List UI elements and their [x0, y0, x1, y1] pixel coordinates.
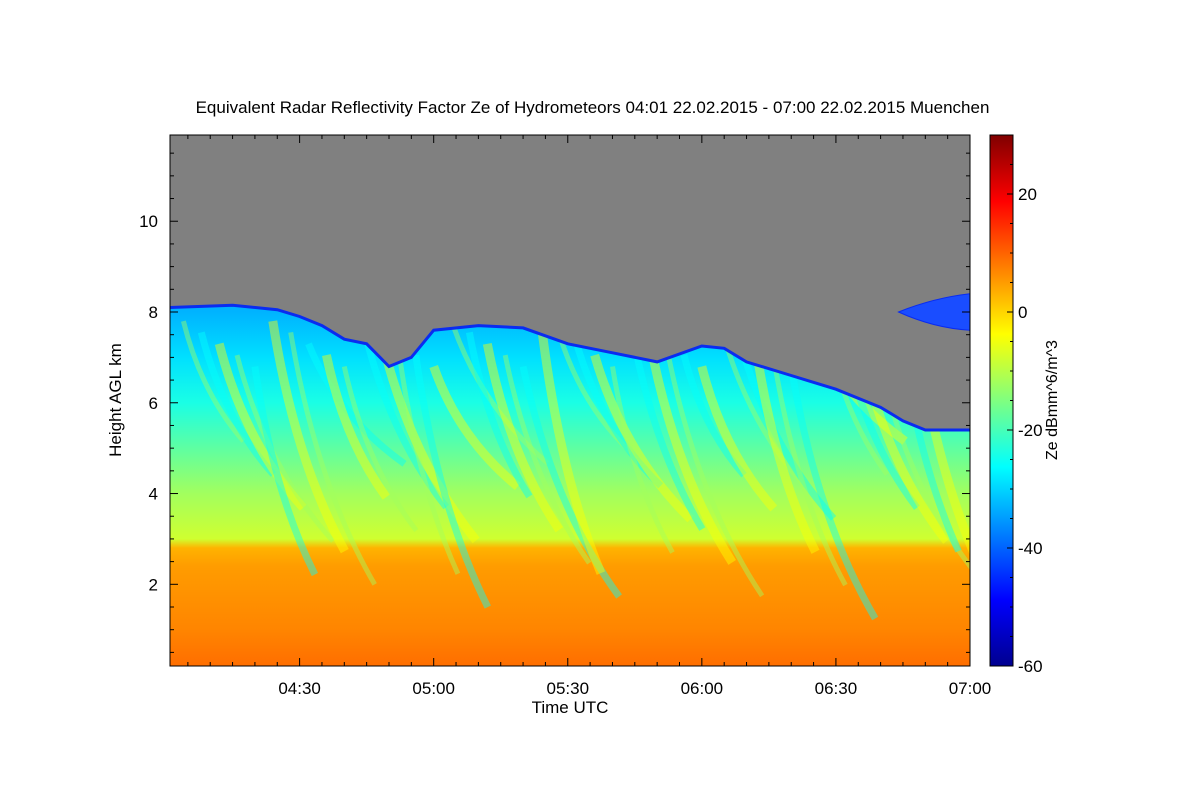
plot-frame	[169, 134, 971, 667]
fall-streak	[268, 320, 349, 554]
fall-streak	[751, 343, 820, 554]
echo-top-edge	[170, 303, 970, 432]
fall-streak	[449, 320, 550, 466]
x-tick-label: 07:00	[949, 679, 992, 698]
y-tick-label: 8	[149, 303, 158, 322]
fall-streak	[429, 365, 521, 490]
fall-streak	[214, 342, 307, 511]
fall-streak	[321, 354, 391, 500]
colorbar-tick-label: -40	[1018, 539, 1043, 558]
fall-streak	[556, 331, 633, 455]
colorbar-tick-label: 20	[1018, 185, 1037, 204]
fall-streak	[341, 365, 419, 533]
x-tick-label: 06:30	[815, 679, 858, 698]
fall-streak	[180, 320, 246, 443]
chart-title: Equivalent Radar Reflectivity Factor Ze …	[195, 98, 990, 117]
fall-streak	[643, 331, 736, 565]
fall-streak	[197, 331, 276, 477]
y-tick-label: 2	[149, 575, 158, 594]
y-tick-label: 6	[149, 394, 158, 413]
fall-streak	[770, 354, 848, 587]
fall-streak	[395, 343, 461, 575]
fall-streak	[590, 353, 694, 523]
axis-ticks: 04:30 05:00 05:30 06:00 06:30 07:00 2 4 6 8 10	[139, 135, 991, 698]
fall-streak	[482, 342, 564, 533]
colorbar-tick-label: 0	[1018, 303, 1027, 322]
fall-streak	[680, 354, 747, 478]
colorbar	[989, 134, 1014, 667]
fall-streak	[663, 343, 765, 598]
colorbar-tick-label: -20	[1018, 421, 1043, 440]
fall-streak	[787, 365, 879, 621]
fall-streak	[465, 331, 533, 499]
fall-streak	[536, 320, 606, 575]
fall-streak	[234, 354, 335, 543]
fall-streak	[519, 365, 622, 599]
y-tick-label: 4	[149, 485, 158, 504]
colorbar-ticks: -60 -40 -20 0 20	[1007, 134, 1043, 676]
x-tick-label: 06:00	[681, 679, 724, 698]
x-axis-label: Time UTC	[531, 698, 609, 717]
fall-streak	[697, 365, 778, 512]
isolated-cloud	[897, 293, 970, 331]
fall-streak	[502, 354, 592, 565]
x-tick-label: 05:00	[412, 679, 455, 698]
fall-streak	[288, 331, 377, 586]
fall-streak	[251, 365, 319, 577]
x-tick-label: 04:30	[278, 679, 321, 698]
fall-streak	[573, 342, 664, 489]
fall-streak	[610, 366, 675, 554]
y-tick-label: 10	[139, 212, 158, 231]
fall-streak	[305, 342, 407, 467]
fall-streak	[412, 354, 491, 609]
colorbar-tick-label: -60	[1018, 657, 1043, 676]
x-tick-label: 05:30	[546, 679, 589, 698]
